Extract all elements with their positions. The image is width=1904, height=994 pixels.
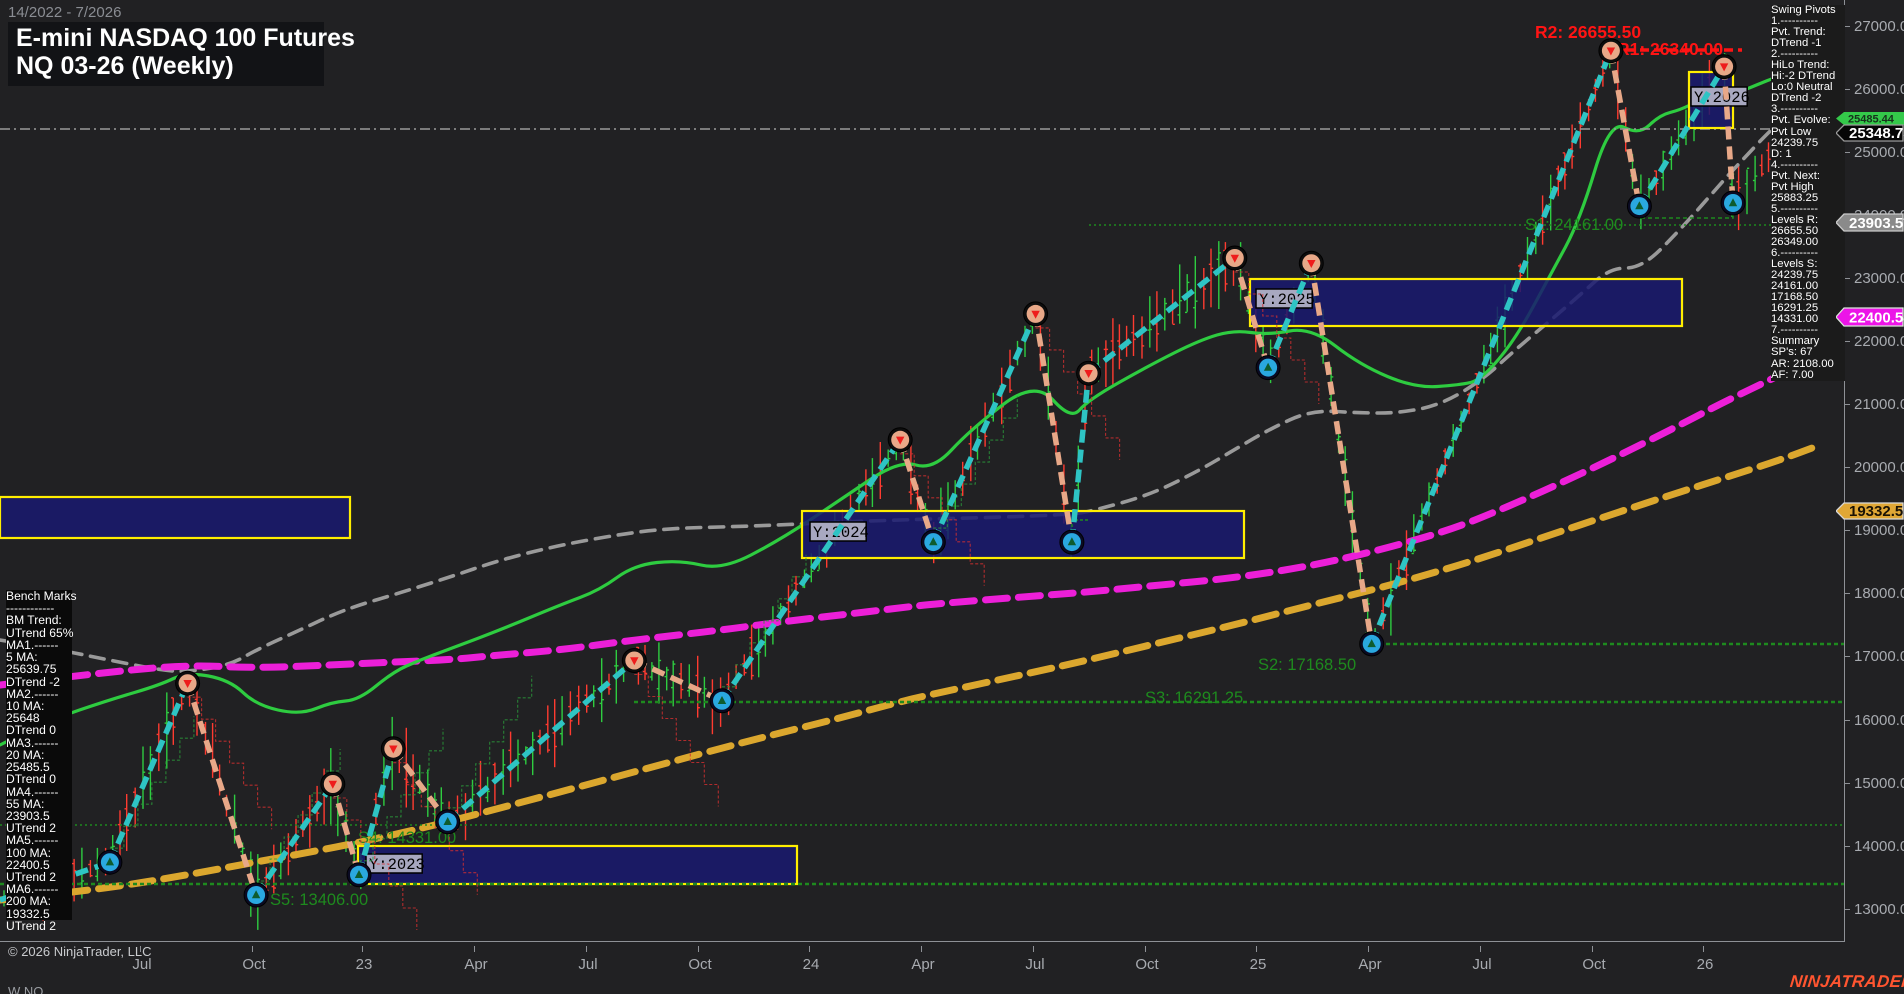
svg-text:19332.55: 19332.55	[1849, 503, 1904, 520]
svg-text:S5: 13406.00: S5: 13406.00	[270, 891, 368, 909]
svg-text:R1: 26340.00: R1: 26340.00	[1617, 39, 1723, 59]
svg-text:S3: 16291.25: S3: 16291.25	[1145, 689, 1243, 707]
svg-text:Y:2023: Y:2023	[369, 856, 425, 874]
svg-text:23903.57: 23903.57	[1849, 215, 1904, 232]
svg-text:S2: 17168.50: S2: 17168.50	[1258, 656, 1356, 674]
svg-text:22400.58: 22400.58	[1849, 310, 1904, 327]
svg-text:Y:2025: Y:2025	[1259, 291, 1315, 309]
svg-text:25348.75: 25348.75	[1849, 125, 1904, 142]
